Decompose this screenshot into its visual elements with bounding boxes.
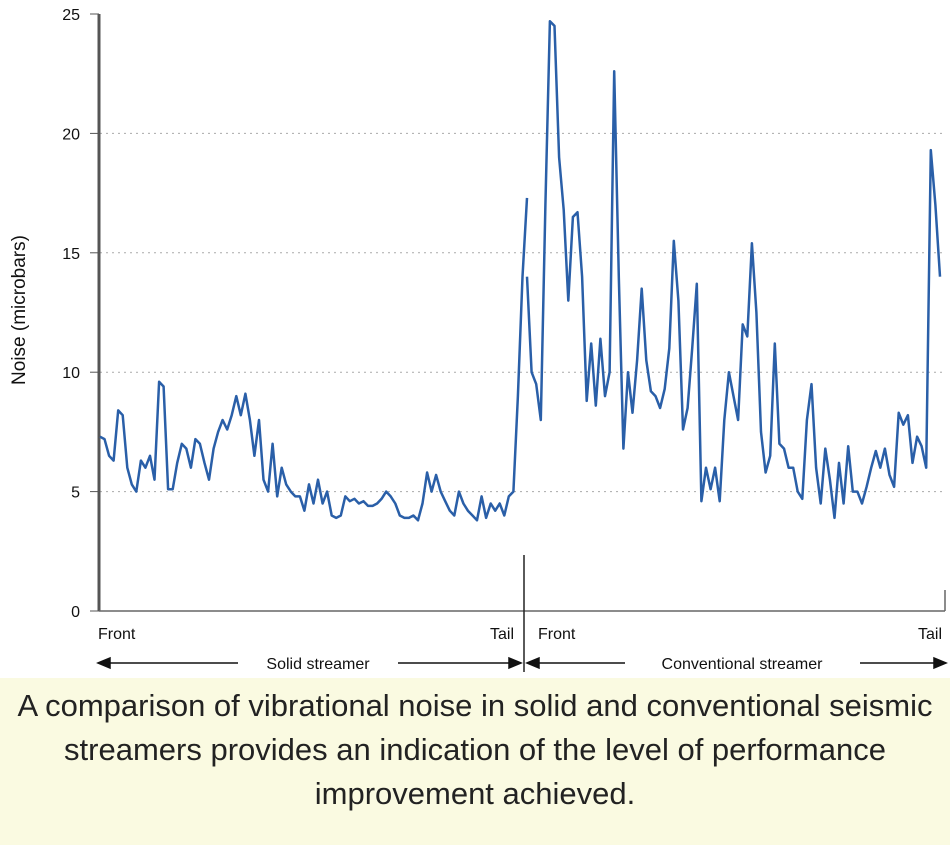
caption-text: A comparison of vibrational noise in sol…: [17, 688, 933, 811]
y-tick-label: 15: [62, 246, 80, 263]
y-tick-label: 0: [71, 604, 80, 621]
arrow-left-icon: [96, 656, 111, 670]
y-tick-label: 25: [62, 7, 80, 24]
arrow-left-icon: [525, 656, 540, 670]
conventional-streamer-label: Conventional streamer: [662, 656, 824, 673]
conventional-streamer-line: [525, 19, 942, 520]
y-tick-label: 10: [62, 365, 80, 382]
noise-chart: 0 5 10 15 20 25 Noise (microbars) Front Tail …: [9, 7, 948, 673]
y-tick-label: 5: [71, 485, 80, 502]
solid-streamer-label: Solid streamer: [266, 656, 370, 673]
caption-box: A comparison of vibrational noise in sol…: [0, 678, 950, 845]
conventional-tail-label: Tail: [918, 626, 942, 643]
arrow-right-icon: [508, 656, 523, 670]
y-tick-labels: 0 5 10 15 20 25: [62, 7, 80, 621]
y-axis-label: Noise (microbars): [9, 235, 30, 385]
solid-front-label: Front: [98, 626, 136, 643]
series-lines: [99, 19, 942, 522]
conventional-front-label: Front: [538, 626, 576, 643]
solid-streamer-line: [99, 197, 529, 522]
arrow-right-icon: [933, 656, 948, 670]
y-tick-label: 20: [62, 126, 80, 143]
gridlines: [90, 13, 945, 612]
solid-tail-label: Tail: [490, 626, 514, 643]
segment-arrows: [96, 656, 948, 670]
x-labels: Front Tail Front Tail: [98, 626, 942, 643]
